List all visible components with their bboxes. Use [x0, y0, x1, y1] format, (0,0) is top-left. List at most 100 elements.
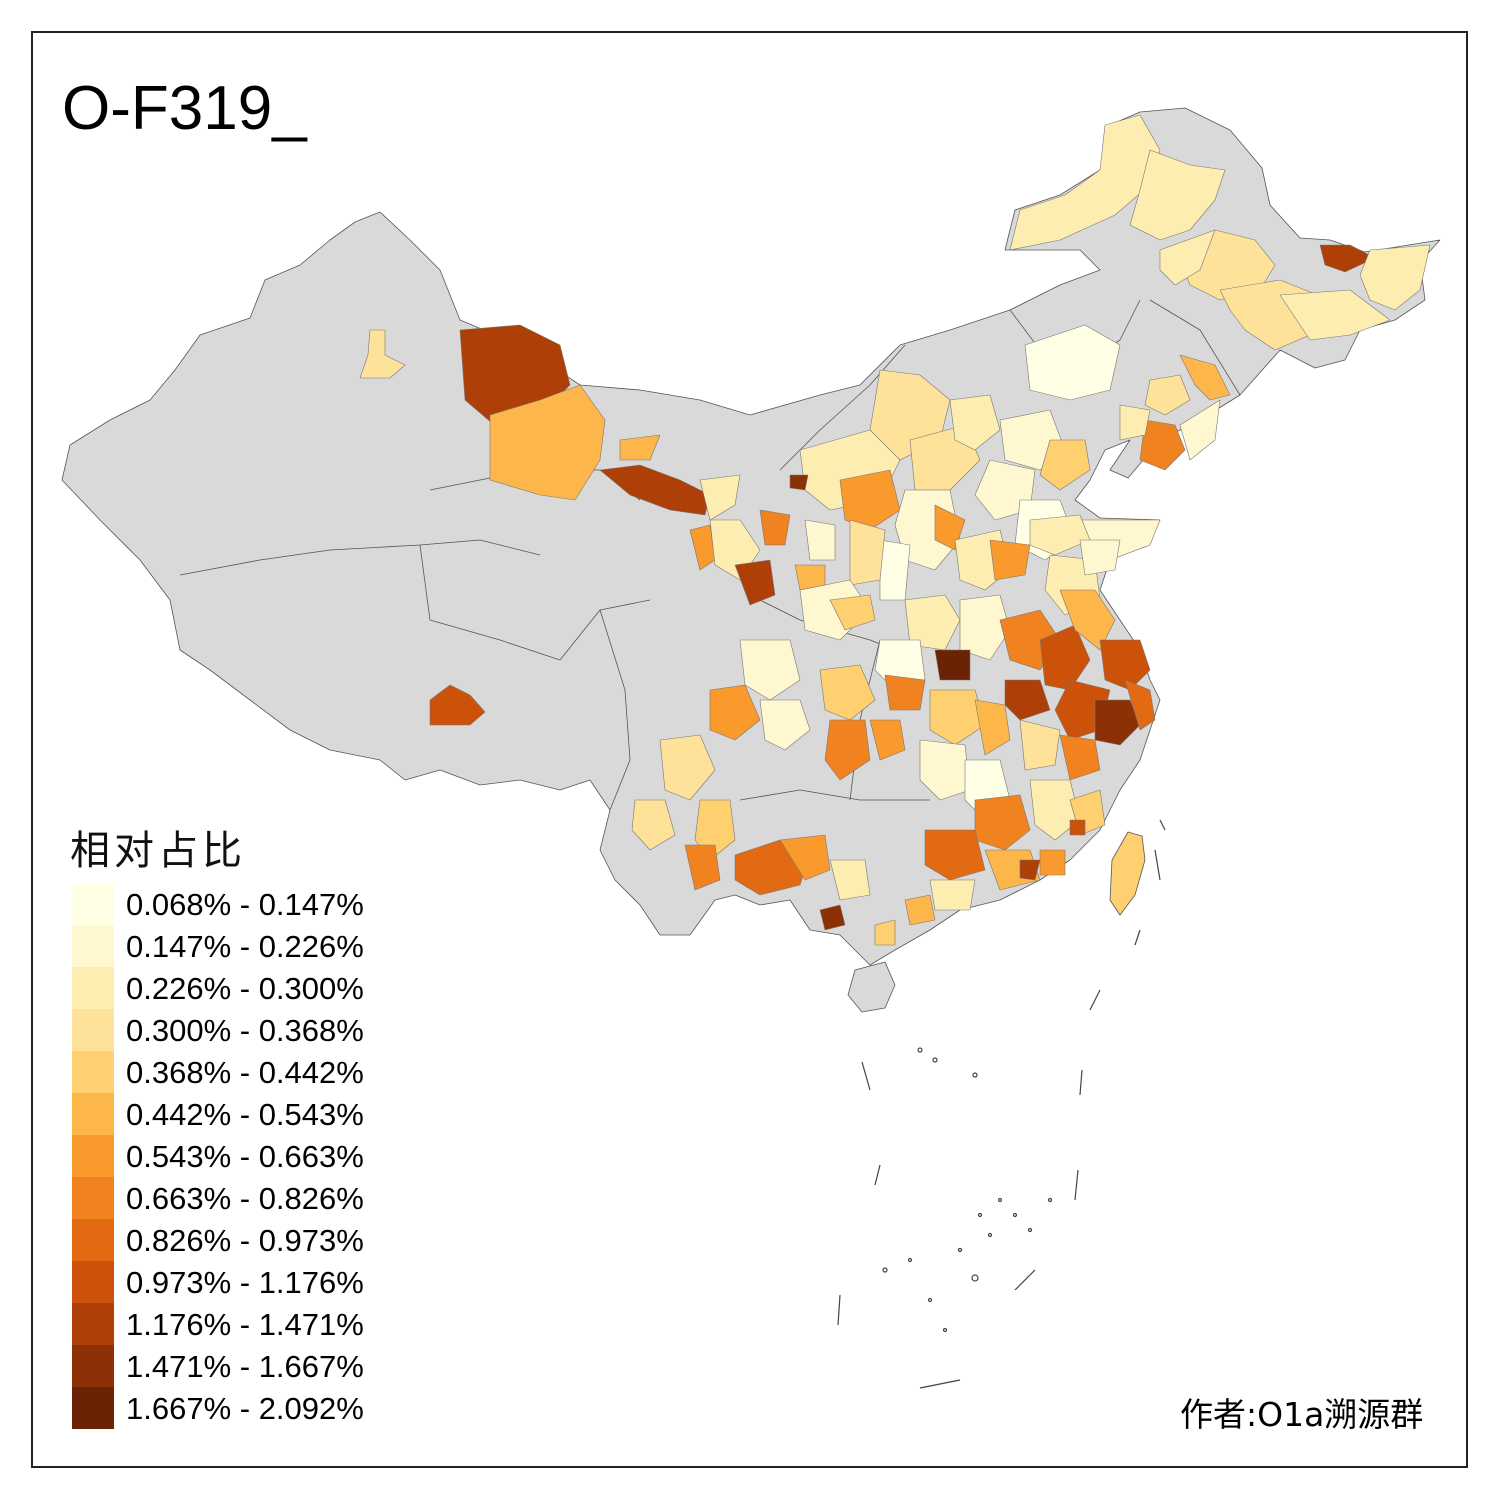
map-region [1359, 244, 1431, 311]
map-region [1159, 229, 1216, 286]
legend-swatch [72, 1093, 114, 1135]
map-region [1019, 859, 1041, 881]
legend-label: 0.826% - 0.973% [126, 1223, 364, 1258]
map-region [819, 664, 876, 721]
map-region [804, 519, 836, 561]
map-region [1179, 399, 1221, 461]
legend-swatch [72, 1345, 114, 1387]
legend-label: 0.973% - 1.176% [126, 1265, 364, 1300]
map-region [974, 699, 1011, 756]
map-region [429, 684, 486, 726]
map-region [1019, 719, 1061, 771]
map-region [1039, 849, 1066, 876]
legend-swatch [72, 1387, 114, 1429]
taiwan-group [1109, 831, 1146, 916]
map-region [1279, 289, 1391, 341]
map-region [1009, 114, 1161, 251]
map-region [1124, 679, 1156, 731]
map-region [919, 739, 971, 801]
map-region [904, 594, 961, 651]
hainan-shape [847, 961, 896, 1013]
legend-swatch [72, 1261, 114, 1303]
map-region [884, 674, 926, 711]
map-region [934, 504, 966, 551]
map-region [619, 434, 661, 461]
legend-label: 0.147% - 0.226% [126, 929, 364, 964]
map-region [659, 734, 716, 801]
legend-label: 0.226% - 0.300% [126, 971, 364, 1006]
legend-label: 1.471% - 1.667% [126, 1349, 364, 1384]
legend-label: 0.663% - 0.826% [126, 1181, 364, 1216]
legend-label: 0.442% - 0.543% [126, 1097, 364, 1132]
map-region [759, 509, 791, 546]
map-region [929, 879, 976, 911]
map-region [1094, 699, 1141, 746]
legend-label: 0.543% - 0.663% [126, 1139, 364, 1174]
legend-swatch [72, 883, 114, 925]
map-region [934, 649, 971, 681]
map-region [869, 719, 906, 761]
map-region [874, 919, 896, 946]
legend-swatch [72, 1009, 114, 1051]
map-region [359, 329, 406, 379]
map-region [929, 689, 986, 746]
map-region [1024, 324, 1121, 401]
map-region [1129, 149, 1226, 241]
map-region [739, 639, 801, 701]
map-region [684, 844, 721, 891]
map-region [1004, 679, 1051, 721]
map-region [1179, 354, 1231, 401]
map-region [824, 719, 871, 781]
map-region [631, 799, 676, 851]
map-region [949, 394, 1001, 451]
map-region [1069, 819, 1086, 836]
map-region [1099, 639, 1151, 691]
legend-swatch [72, 1135, 114, 1177]
map-region [489, 384, 606, 501]
map-title: O-F319_ [62, 74, 307, 143]
map-region [779, 834, 831, 881]
map-region [849, 519, 886, 586]
sea-islands [837, 819, 1166, 1389]
map-region [709, 684, 761, 741]
legend-label: 0.368% - 0.442% [126, 1055, 364, 1090]
map-region [1029, 514, 1091, 556]
map-region [879, 539, 911, 601]
map-region [924, 829, 986, 881]
map-region [839, 469, 901, 531]
map-region [1039, 439, 1091, 491]
legend-label: 1.667% - 2.092% [126, 1391, 364, 1426]
map-region [759, 699, 811, 751]
legend-swatch [72, 1177, 114, 1219]
map-region [699, 474, 741, 521]
legend-swatch [72, 967, 114, 1009]
legend-swatch [72, 1303, 114, 1345]
map-region [1139, 419, 1186, 471]
map-region [1059, 589, 1116, 651]
legend-label: 0.068% - 0.147% [126, 887, 364, 922]
map-region [829, 859, 871, 901]
map-region [1119, 404, 1151, 441]
map-region [819, 904, 846, 931]
legend-title: 相对占比 [70, 828, 246, 874]
legend-swatch [72, 1219, 114, 1261]
map-region [904, 894, 936, 926]
taiwan-shape [1109, 831, 1146, 916]
map-region [789, 474, 809, 491]
region-layer [359, 114, 1431, 946]
map-region [734, 559, 776, 606]
map-region [829, 594, 876, 631]
map-region [794, 564, 826, 591]
author-credit: 作者:O1a溯源群 [1180, 1395, 1424, 1434]
map-region [989, 539, 1031, 581]
legend-swatch [72, 1051, 114, 1093]
legend-label: 1.176% - 1.471% [126, 1307, 364, 1342]
map-region [1059, 734, 1101, 781]
map-region [1144, 374, 1191, 416]
legend-label: 0.300% - 0.368% [126, 1013, 364, 1048]
map-region [1319, 244, 1376, 273]
legend-swatch [72, 925, 114, 967]
map-region [1039, 624, 1091, 691]
map-region [959, 594, 1011, 661]
